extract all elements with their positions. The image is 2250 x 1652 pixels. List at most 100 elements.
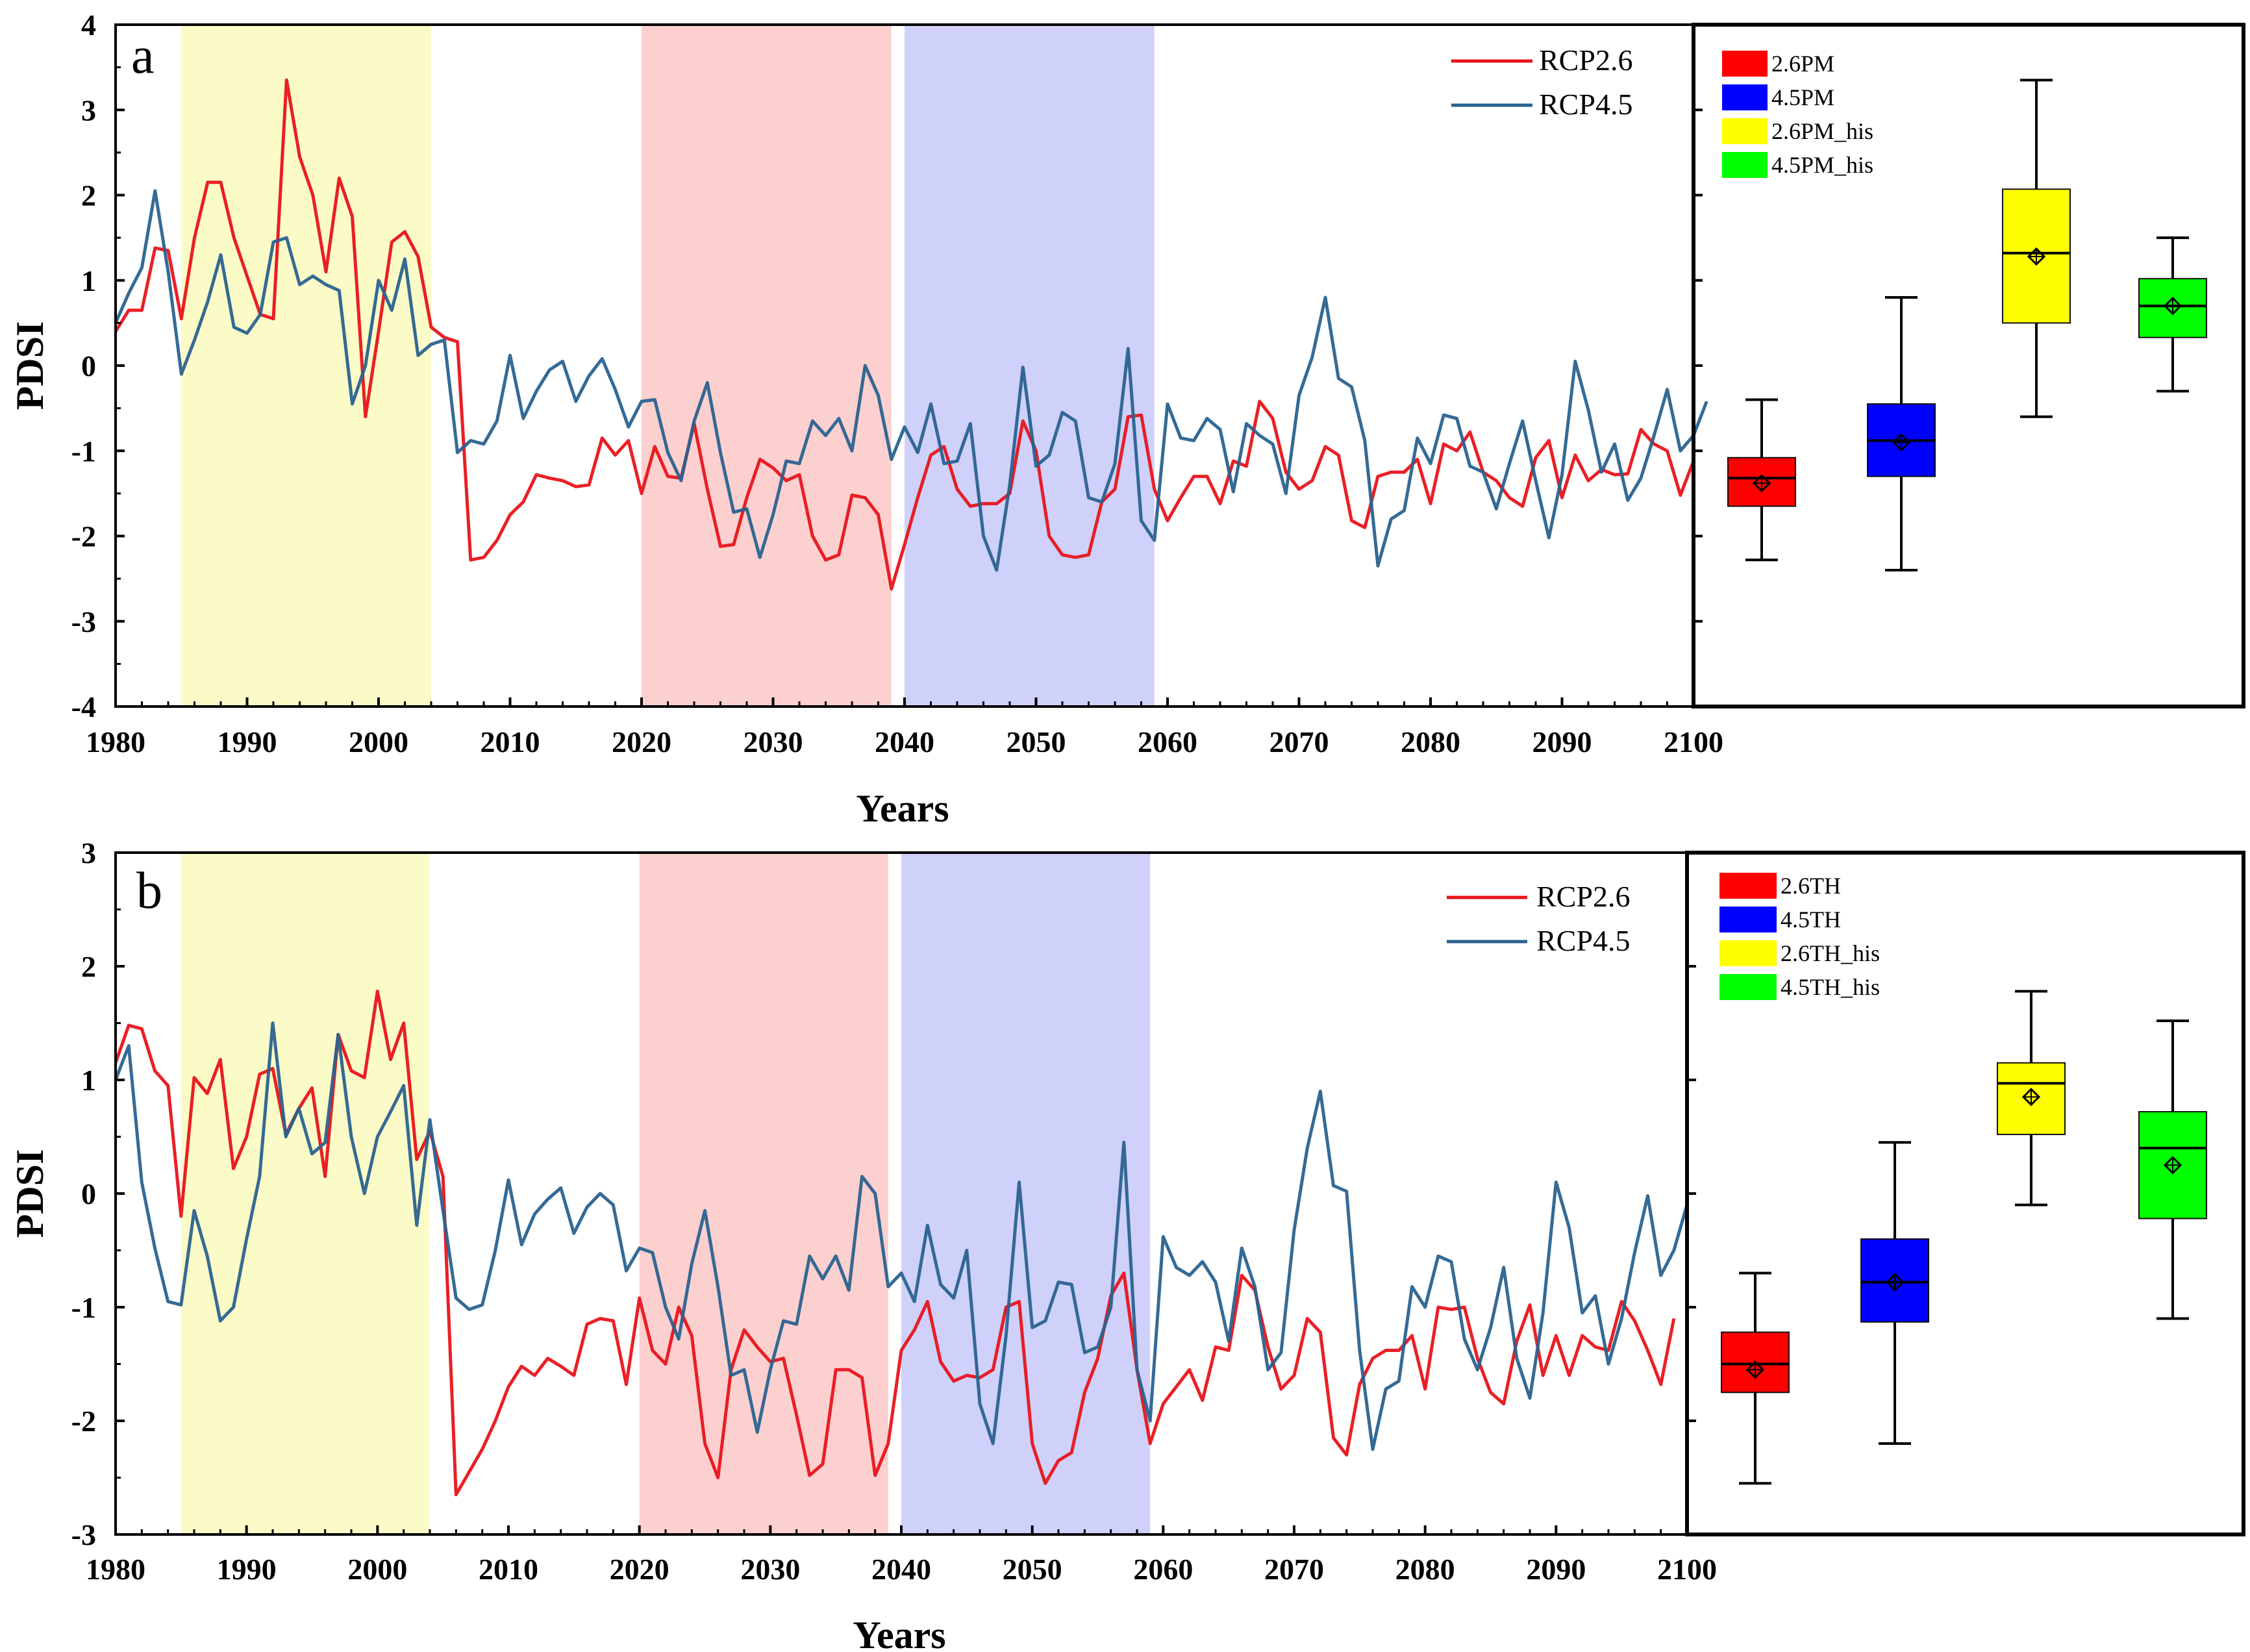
shaded-period-2 [639, 853, 888, 1534]
y-tick-label: 0 [81, 1177, 96, 1210]
panel-b-boxplot [1721, 990, 2207, 1485]
box-mean-cross-4-5th [1887, 1274, 1903, 1290]
panel-b-shaded-periods [181, 853, 1151, 1534]
panel-a: 4 3 2 1 0 -1 -2 -3 -4 1980 1990 2000 2010 2020 2030 20… [8, 8, 2245, 830]
box-legend-swatch-2-6th-his [1719, 940, 1777, 966]
shaded-period-3 [901, 853, 1151, 1534]
y-tick-label: -2 [71, 520, 96, 553]
y-tick-label: -1 [71, 434, 96, 468]
panel-b-legend: RCP2.6 RCP4.5 [1447, 880, 1630, 957]
series-line-rcp26 [114, 990, 1676, 1497]
box-legend-swatch-4-5th [1719, 907, 1777, 932]
series-line-rcp45 [114, 189, 1708, 572]
panel-a-shaded-periods [181, 25, 1155, 707]
legend-label-rcp26: RCP2.6 [1536, 880, 1630, 913]
panel-b-boxplot-legend: 2.6TH 4.5TH 2.6TH_his 4.5TH_his [1719, 873, 1880, 1000]
x-tick-label: 2000 [347, 1553, 407, 1586]
x-tick-label: 1990 [217, 1553, 277, 1586]
y-tick-label: 4 [81, 8, 96, 42]
y-tick-label: 3 [81, 94, 96, 127]
y-tick-label: 2 [81, 950, 96, 983]
x-tick-label: 2010 [479, 1553, 538, 1586]
panel-a-series [114, 78, 1708, 591]
series-line-rcp26 [114, 78, 1695, 591]
y-tick-label: 1 [81, 1064, 96, 1097]
y-tick-label: 0 [81, 349, 96, 382]
x-tick-label: 2070 [1269, 725, 1329, 758]
shaded-period-1 [181, 25, 431, 707]
panel-b-y-title: PDSI [8, 1149, 51, 1238]
box-legend-swatch-4-5pm-his [1722, 152, 1768, 178]
x-tick-label: 2060 [1133, 1553, 1193, 1586]
x-tick-label: 2100 [1657, 1553, 1717, 1586]
legend-label-rcp26: RCP2.6 [1539, 44, 1632, 77]
box-mean-cross-2-6pm-his [2029, 249, 2044, 264]
box-legend-label-4-5th-his: 4.5TH_his [1781, 974, 1880, 1000]
box-mean-cross-4-5pm [1894, 434, 1909, 451]
x-tick-label: 2090 [1526, 1553, 1586, 1586]
panel-b-y-axis: 3 2 1 0 -1 -2 -3 [71, 836, 1696, 1551]
panel-a-x-axis: 1980 1990 2000 2010 2020 2030 2040 2050 2060 2070… [86, 697, 1723, 758]
panel-b-x-axis: 1980 1990 2000 2010 2020 2030 2040 2050 2060 2070… [86, 1525, 1717, 1586]
box-legend-swatch-2-6pm-his [1722, 118, 1768, 144]
box-legend-label-4-5th: 4.5TH [1781, 907, 1841, 932]
series-line-rcp45 [114, 1021, 1689, 1451]
box-mean-cross-2-6th-his [2023, 1089, 2039, 1105]
x-tick-label: 1990 [218, 725, 277, 758]
x-tick-label: 2080 [1395, 1553, 1455, 1586]
x-tick-label: 2100 [1664, 725, 1723, 758]
x-tick-label: 2040 [871, 1553, 931, 1586]
box-legend-label-2-6th-his: 2.6TH_his [1781, 940, 1880, 966]
box-legend-label-2-6pm-his: 2.6PM_his [1771, 118, 1873, 144]
legend-label-rcp45: RCP4.5 [1539, 88, 1632, 121]
box-legend-label-2-6th: 2.6TH [1781, 873, 1841, 899]
panel-a-y-title: PDSI [8, 321, 51, 410]
x-tick-label: 1980 [86, 725, 145, 758]
shaded-period-2 [642, 25, 892, 707]
panel-b-letter: b [136, 862, 162, 920]
x-tick-label: 2050 [1006, 725, 1066, 758]
y-tick-label: 3 [81, 836, 96, 870]
y-tick-label: -2 [71, 1405, 96, 1438]
panel-a-y-axis: 4 3 2 1 0 -1 -2 -3 -4 [71, 8, 1703, 723]
x-tick-label: 1980 [86, 1553, 145, 1586]
x-tick-label: 2030 [740, 1553, 800, 1586]
x-tick-label: 2040 [875, 725, 934, 758]
x-tick-label: 2080 [1401, 725, 1460, 758]
x-tick-label: 2070 [1264, 1553, 1324, 1586]
x-tick-label: 2020 [612, 725, 671, 758]
x-tick-label: 2050 [1003, 1553, 1062, 1586]
box-legend-label-4-5pm-his: 4.5PM_his [1771, 152, 1873, 178]
x-tick-label: 2010 [481, 725, 540, 758]
shaded-period-1 [181, 853, 430, 1534]
panel-a-x-title: Years [856, 787, 949, 830]
y-tick-label: -4 [71, 690, 96, 723]
shaded-period-3 [905, 25, 1155, 707]
y-tick-label: 2 [81, 179, 96, 212]
panel-b-x-title: Years [853, 1614, 945, 1652]
box-legend-swatch-4-5pm [1722, 84, 1768, 110]
box-mean-cross-2-6pm [1754, 475, 1769, 492]
panel-a-legend: RCP2.6 RCP4.5 [1451, 44, 1632, 121]
y-tick-label: 1 [81, 264, 96, 297]
box-mean-cross-2-6th [1747, 1362, 1763, 1378]
box-legend-label-4-5pm: 4.5PM [1771, 84, 1834, 110]
x-tick-label: 2060 [1138, 725, 1197, 758]
x-tick-label: 2090 [1532, 725, 1592, 758]
box-mean-cross-4-5th-his [2165, 1157, 2181, 1173]
panel-a-letter: a [131, 27, 155, 84]
box-legend-swatch-2-6pm [1722, 51, 1768, 77]
panel-a-boxplot [1727, 79, 2207, 571]
box-legend-label-2-6pm: 2.6PM [1771, 51, 1834, 77]
legend-label-rcp45: RCP4.5 [1536, 924, 1630, 957]
box-legend-swatch-2-6th [1719, 873, 1777, 899]
panel-b-series [114, 990, 1689, 1497]
panel-b: 3 2 1 0 -1 -2 -3 1980 1990 2000 2010 2020 2030 2040 2… [8, 836, 2245, 1652]
panel-a-boxplot-legend: 2.6PM 4.5PM 2.6PM_his 4.5PM_his [1722, 51, 1873, 178]
box-legend-swatch-4-5th-his [1719, 974, 1777, 1000]
box-iqr-2-6pm-his [2002, 188, 2071, 324]
y-tick-label: -3 [71, 1518, 96, 1551]
x-tick-label: 2020 [610, 1553, 669, 1586]
x-tick-label: 2030 [744, 725, 803, 758]
